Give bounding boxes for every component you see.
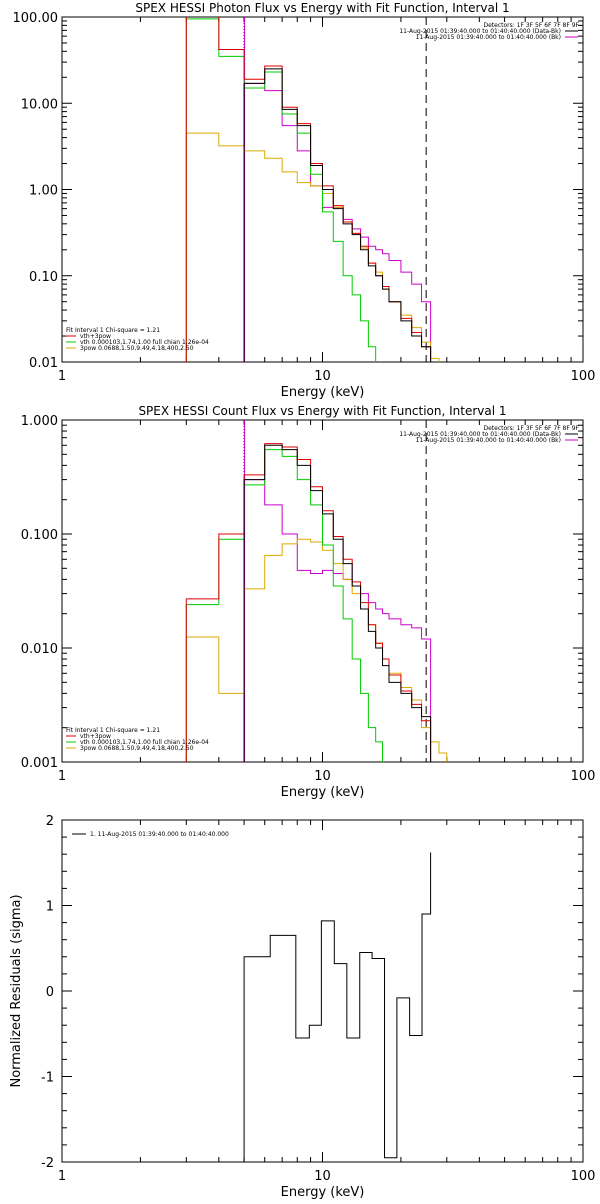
series-1	[185, 443, 432, 762]
series-0	[243, 68, 432, 362]
x-tick-label: 1	[58, 369, 66, 384]
series-2	[185, 449, 384, 762]
plot-frame	[61, 819, 584, 1163]
y-tick-label: 2	[46, 814, 54, 829]
y-tick-label: 1	[46, 900, 54, 915]
plot-frame	[61, 419, 584, 763]
y-tick-label: 10.00	[21, 97, 58, 112]
header-line: 11-Aug-2015 01:39:40.000 to 01:40:40.000…	[416, 34, 561, 41]
x-tick-label: 10	[314, 1169, 331, 1184]
x-tick-label: 100	[571, 369, 596, 384]
header-line: Detectors: 1F 3F 5F 6F 7F 8F 9F	[483, 425, 579, 432]
residuals-series	[243, 852, 432, 1162]
series-4	[243, 82, 432, 362]
fit-legend-entry: 3pow 0.0688,1.50,9.49,4.18,400,2.50	[80, 745, 194, 752]
header-line: 11-Aug-2015 01:39:40.000 to 01:40:40.000…	[399, 28, 561, 35]
y-tick-label: 0.10	[29, 270, 58, 285]
y-tick-label: 100.00	[13, 11, 59, 26]
fit-legend-entry: vth+3pow	[80, 733, 111, 740]
y-tick-label: -1	[41, 1071, 54, 1086]
chart-panel-1: SPEX HESSI Photon Flux vs Energy with Fi…	[13, 1, 596, 400]
x-tick-label: 100	[571, 1169, 596, 1184]
x-axis-label: Energy (keV)	[281, 1185, 365, 1200]
legend-entry: 1. 11-Aug-2015 01:39:40.000 to 01:40:40.…	[90, 831, 229, 838]
fit-legend-entry: vth+3pow	[80, 333, 111, 340]
plot-area	[185, 420, 448, 762]
x-tick-label: 1	[58, 1169, 66, 1184]
series-3	[185, 132, 448, 362]
fit-legend-entry: vth 0.000103,1.74,1.00 full chian 1.26e-…	[80, 739, 209, 746]
series-2	[185, 18, 377, 362]
series-0	[243, 444, 432, 762]
x-axis-label: Energy (keV)	[281, 385, 365, 400]
y-tick-label: 0.100	[21, 528, 58, 543]
series-3	[185, 538, 448, 762]
x-axis-label: Energy (keV)	[281, 785, 365, 800]
y-tick-label: 1.00	[29, 184, 58, 199]
plot-area	[185, 17, 448, 362]
series-4	[243, 479, 432, 762]
fit-legend-entry: vth 0.000103,1.74,1.00 full chian 1.26e-…	[80, 339, 209, 346]
chart-title: SPEX HESSI Count Flux vs Energy with Fit…	[138, 404, 506, 418]
chart-panel-2: SPEX HESSI Count Flux vs Energy with Fit…	[21, 404, 596, 800]
y-tick-label: 0.001	[21, 756, 58, 771]
y-tick-label: -2	[41, 1156, 54, 1171]
y-tick-label: 0.01	[29, 356, 58, 371]
header-line: Detectors: 1F 3F 5F 6F 7F 8F 9F	[483, 22, 579, 29]
plot-area	[243, 852, 432, 1162]
series-1	[185, 17, 432, 362]
x-tick-label: 10	[314, 769, 331, 784]
y-tick-label: 0	[46, 985, 54, 1000]
fit-legend-heading: Fit Interval 1 Chi-square = 1.21	[66, 327, 160, 334]
chart-title: SPEX HESSI Photon Flux vs Energy with Fi…	[135, 1, 509, 15]
x-tick-label: 1	[58, 769, 66, 784]
header-line: 11-Aug-2015 01:39:40.000 to 01:40:40.000…	[416, 437, 561, 444]
y-tick-label: 1.000	[21, 414, 58, 429]
y-axis-label: Normalized Residuals (sigma)	[9, 894, 24, 1087]
fit-legend-heading: Fit Interval 1 Chi-square = 1.21	[66, 727, 160, 734]
y-tick-label: 0.010	[21, 642, 58, 657]
x-tick-label: 100	[571, 769, 596, 784]
x-tick-label: 10	[314, 369, 331, 384]
fit-legend-entry: 3pow 0.0688,1.50,9.49,4.18,400,2.50	[80, 345, 194, 352]
header-line: 11-Aug-2015 01:39:40.000 to 01:40:40.000…	[399, 431, 561, 438]
